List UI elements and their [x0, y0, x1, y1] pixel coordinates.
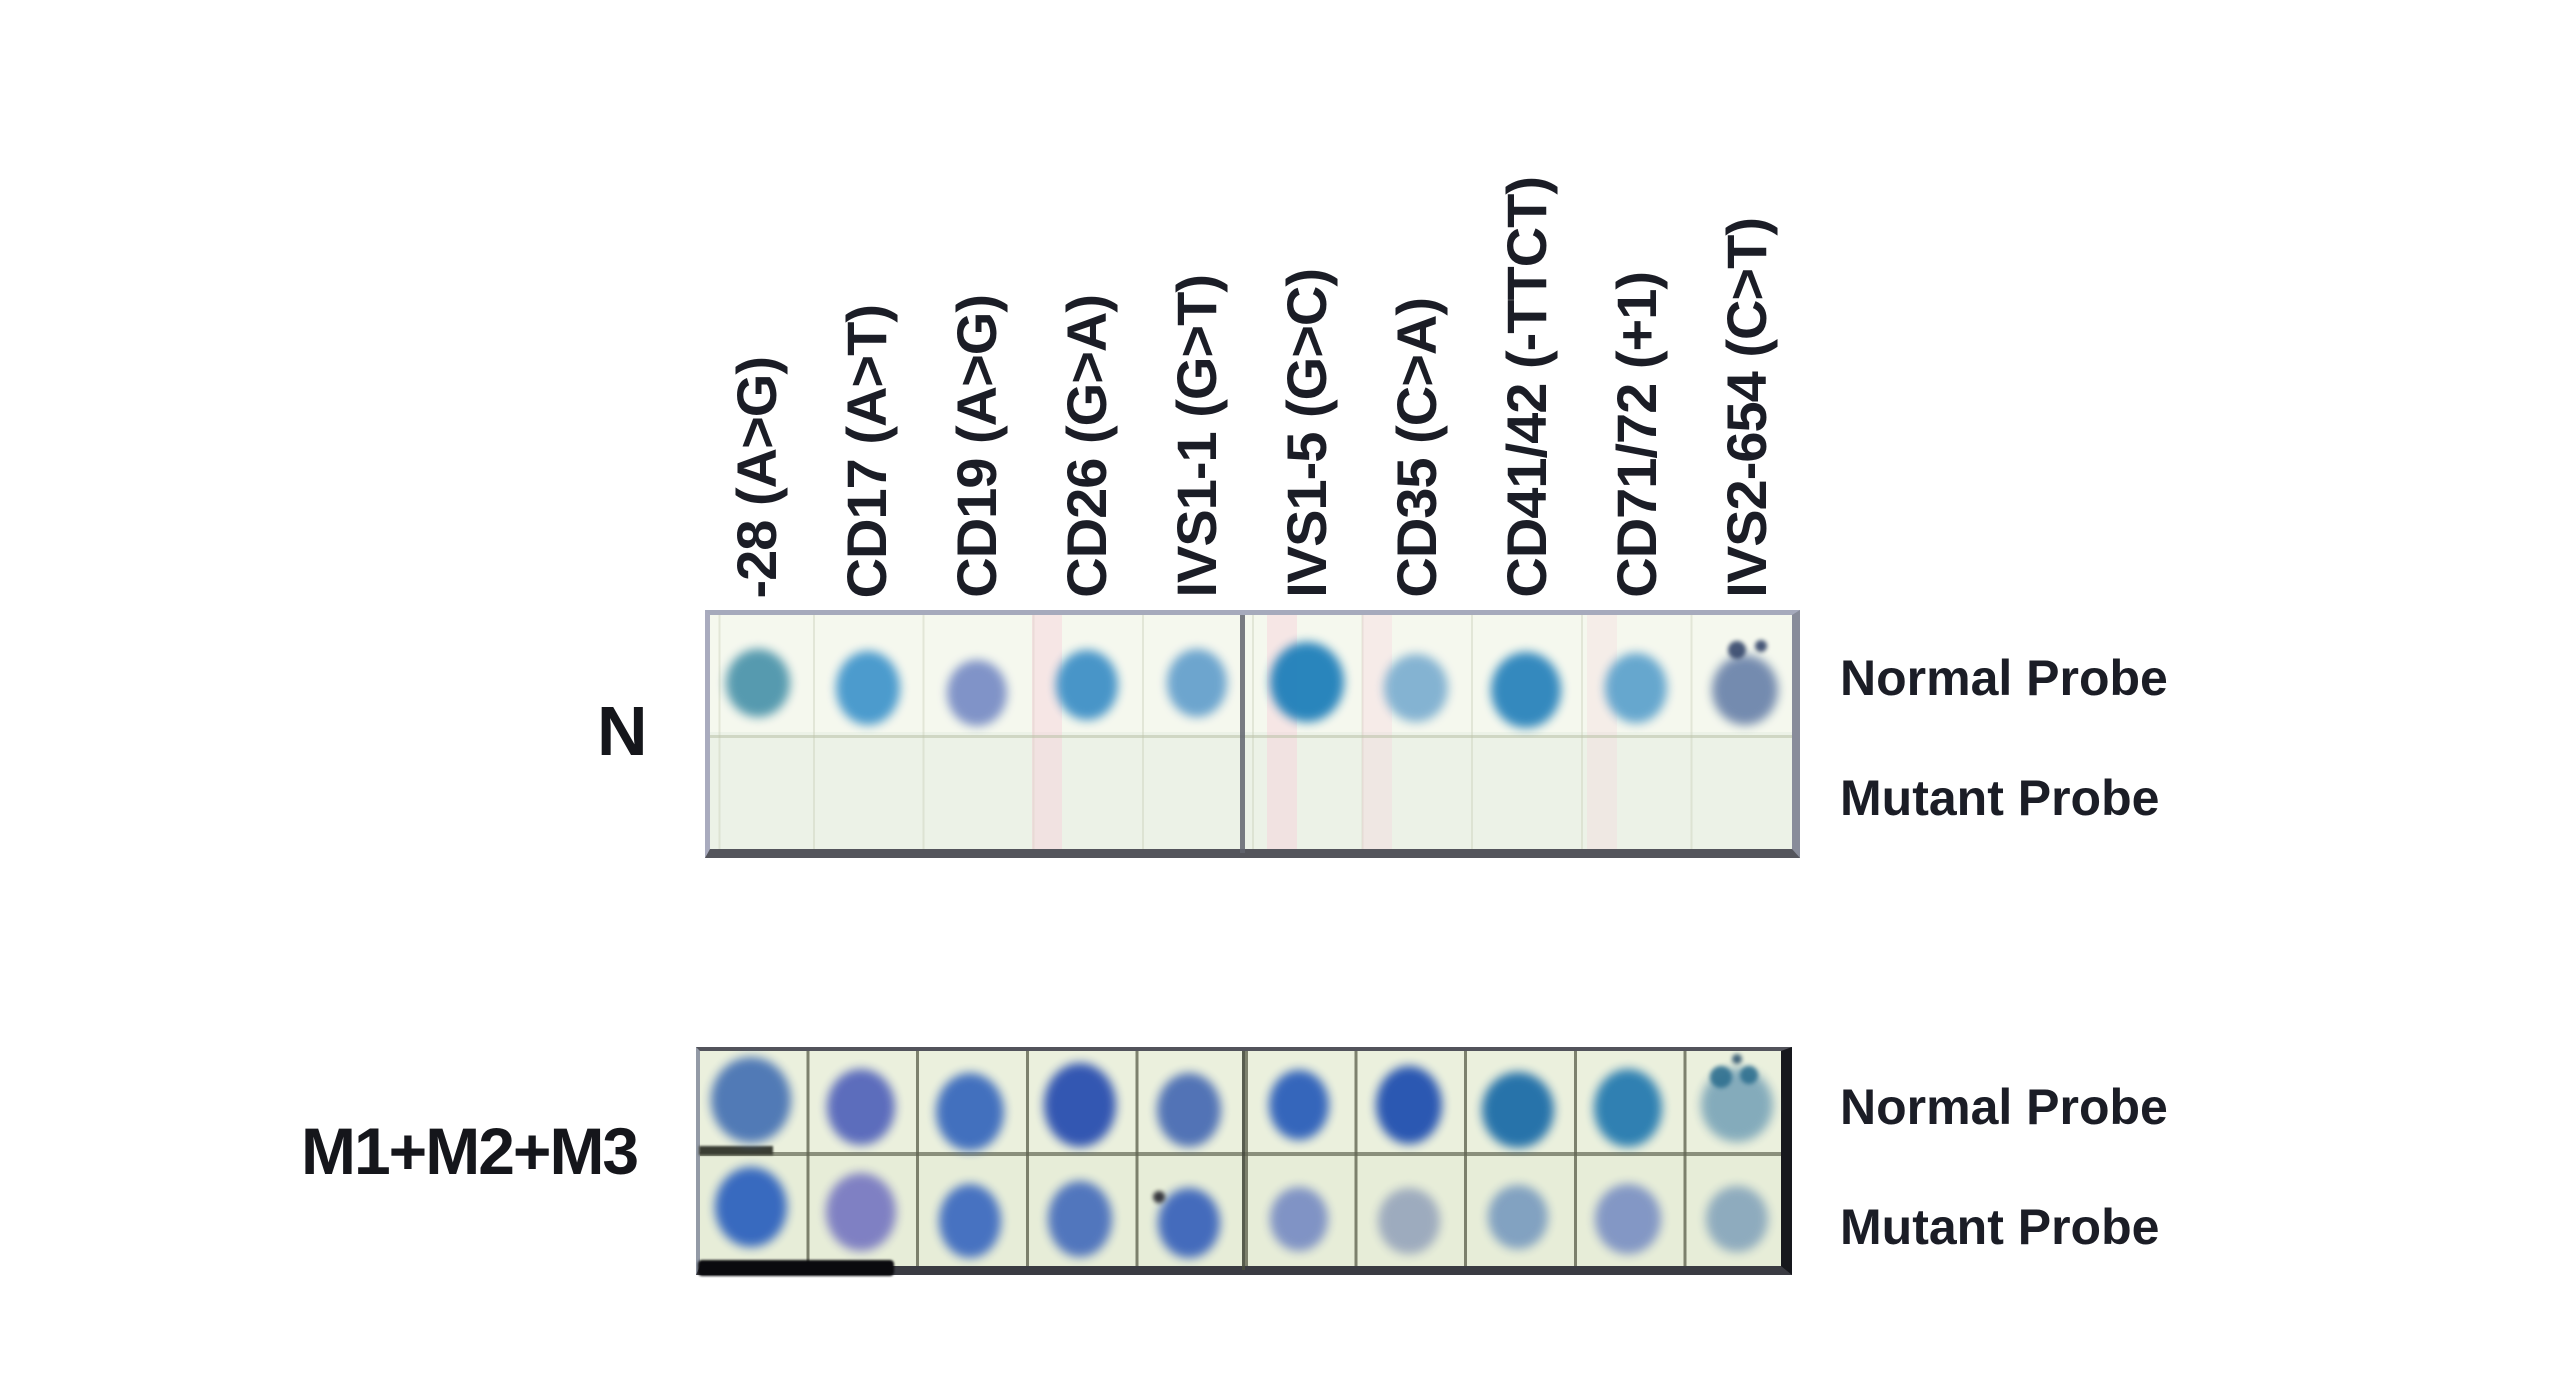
- blot-dot: [1047, 1181, 1112, 1257]
- blot-dot: [947, 660, 1008, 726]
- column-label-cd41-42: CD41/42 (-TTCT): [1495, 177, 1558, 598]
- sample-label-n: N: [597, 692, 648, 770]
- blot-dot: [1482, 1072, 1555, 1148]
- column-label-cd35: CD35 (C>A): [1385, 298, 1448, 598]
- blot-dot: [1158, 1188, 1221, 1258]
- blot-dot: [835, 651, 900, 725]
- blot-speck: [1755, 640, 1768, 652]
- blot-dot: [1043, 1063, 1116, 1147]
- column-label-ivs2-654: IVS2-654 (C>T): [1715, 218, 1778, 598]
- strip-grid-lines: [710, 615, 1792, 849]
- blot-dot: [1706, 1186, 1769, 1252]
- blot-dot: [1490, 652, 1561, 728]
- membrane-tint: [1032, 615, 1062, 849]
- blot-dot: [1384, 654, 1449, 722]
- blot-strip-normal-sample: [705, 610, 1800, 858]
- column-label-cd19: CD19 (A>G): [945, 295, 1008, 598]
- membrane-bottom-smudge: [698, 1260, 894, 1276]
- membrane-tint: [1587, 615, 1617, 849]
- blot-dot: [1166, 649, 1227, 717]
- blot-dot: [1270, 1187, 1328, 1251]
- row-label-normal-probe: Normal Probe: [1840, 1079, 2168, 1135]
- membrane-junction-line: [1242, 1051, 1245, 1270]
- membrane-junction-line: [1240, 615, 1245, 853]
- blot-speck: [1732, 1054, 1743, 1064]
- blot-dot: [1375, 1066, 1442, 1144]
- blot-dot: [825, 1173, 896, 1251]
- column-label-cd17: CD17 (A>T): [835, 304, 898, 598]
- column-label-ivs1-1: IVS1-1 (G>T): [1165, 275, 1228, 598]
- sample-label-m1-m2-m3: M1+M2+M3: [301, 1114, 639, 1188]
- blot-dot: [1604, 653, 1667, 723]
- blot-speck: [1740, 1066, 1759, 1084]
- row-label-mutant-probe: Mutant Probe: [1840, 1199, 2160, 1255]
- strip-row-divider: [710, 735, 1792, 738]
- blot-dot: [1269, 642, 1344, 722]
- blot-dot: [1488, 1185, 1549, 1249]
- blot-dot: [1056, 650, 1119, 720]
- blot-dot: [726, 649, 790, 717]
- blot-dot: [936, 1073, 1005, 1151]
- blot-dot: [826, 1069, 895, 1145]
- column-label-28: -28 (A>G): [725, 356, 788, 599]
- strip-row-divider: [700, 1152, 1781, 1156]
- column-label-cd71-72: CD71/72 (+1): [1605, 272, 1668, 598]
- blot-dot: [1377, 1188, 1440, 1254]
- blot-dot: [1594, 1184, 1661, 1254]
- blot-dot: [1593, 1069, 1662, 1147]
- row-label-mutant-probe: Mutant Probe: [1840, 770, 2160, 826]
- membrane-tint: [1362, 615, 1392, 849]
- membrane-line-smudge: [699, 1146, 773, 1155]
- blot-dot: [715, 1167, 787, 1247]
- column-label-ivs1-5: IVS1-5 (G>C): [1275, 269, 1338, 598]
- row-label-normal-probe: Normal Probe: [1840, 650, 2168, 706]
- column-label-cd26: CD26 (G>A): [1055, 295, 1118, 598]
- blot-speck: [1728, 641, 1747, 659]
- blot-dot: [711, 1057, 791, 1143]
- blot-speck: [1710, 1066, 1733, 1088]
- blot-dot: [1712, 655, 1779, 725]
- blot-dot: [1269, 1070, 1329, 1140]
- blot-dot: [1157, 1073, 1222, 1147]
- blot-dot: [939, 1184, 1002, 1258]
- blot-speck: [1153, 1191, 1166, 1203]
